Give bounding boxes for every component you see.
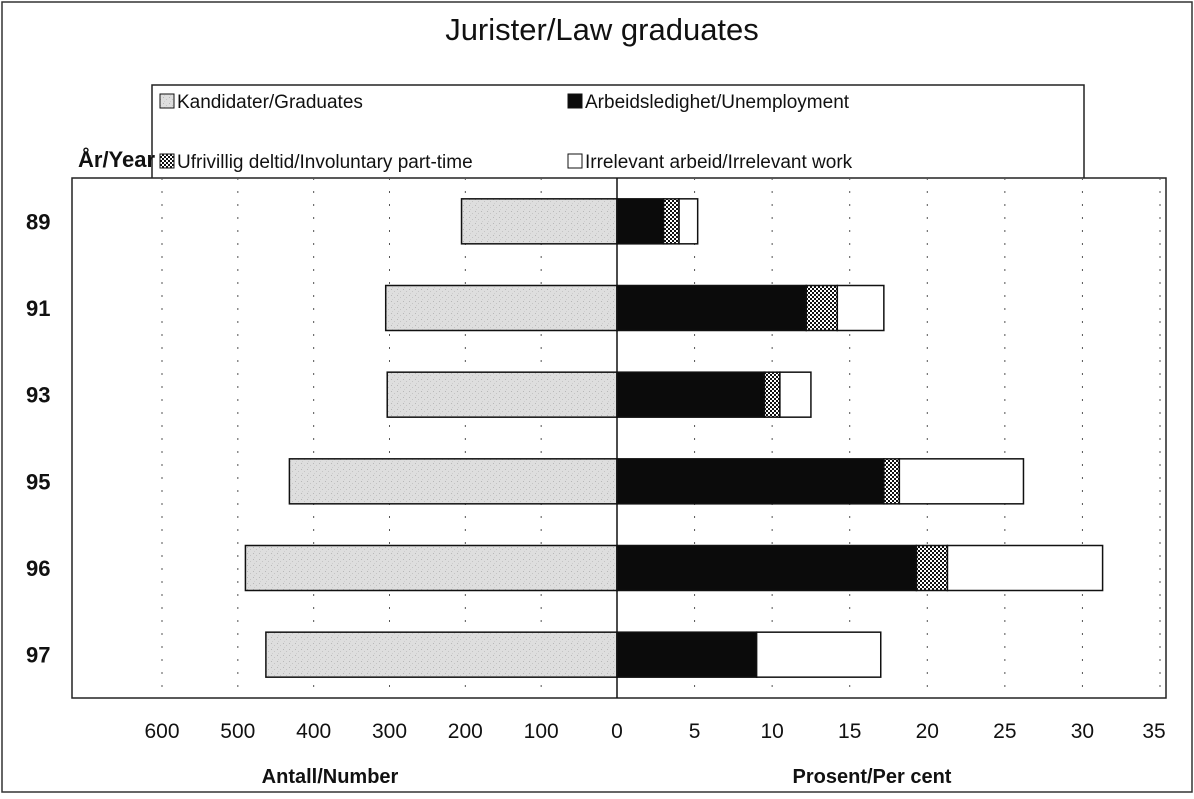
bar-involuntary-part-time <box>883 458 901 505</box>
legend-label-graduates: Kandidater/Graduates <box>177 92 363 113</box>
bar-unemployment <box>616 544 918 592</box>
tick-label: 30 <box>1071 720 1094 743</box>
left-axis-title: Antall/Number <box>262 766 399 788</box>
tick-label: 35 <box>1142 720 1165 743</box>
right-axis-title: Prosent/Per cent <box>793 766 952 788</box>
bar-graduates <box>265 631 618 678</box>
category-label: 96 <box>26 556 50 581</box>
category-label: 97 <box>26 643 50 668</box>
tick-label: 200 <box>448 720 483 743</box>
bar-unemployment <box>616 631 758 678</box>
tick-label: 500 <box>220 720 255 743</box>
bar-irrelevant-work <box>946 544 1104 592</box>
tick-label: 15 <box>838 720 861 743</box>
bar-unemployment <box>616 458 885 505</box>
bar-graduates <box>386 371 618 418</box>
percent-bars <box>616 198 1104 678</box>
legend-swatch-irrelevant <box>567 153 583 169</box>
tick-label: 100 <box>524 720 559 743</box>
plot-area <box>71 177 1167 699</box>
bar-irrelevant-work <box>836 284 885 332</box>
tick-label: 20 <box>916 720 939 743</box>
category-label: 89 <box>26 209 50 234</box>
legend-label-irrelevant: Irrelevant arbeid/Irrelevant work <box>585 152 853 173</box>
graduates-bars <box>244 198 618 678</box>
bar-graduates <box>244 544 618 592</box>
bar-graduates <box>288 458 618 505</box>
tick-label: 0 <box>611 720 623 743</box>
bar-irrelevant-work <box>755 631 882 678</box>
bar-unemployment <box>616 198 665 245</box>
chart-title: Jurister/Law graduates <box>445 12 759 47</box>
tick-label: 600 <box>144 720 179 743</box>
bar-irrelevant-work <box>898 458 1025 505</box>
tick-label: 25 <box>993 720 1016 743</box>
bar-graduates <box>384 284 618 332</box>
legend: Kandidater/Graduates Arbeidsledighet/Une… <box>151 84 1085 181</box>
category-label: 93 <box>26 383 50 408</box>
tick-label: 5 <box>689 720 701 743</box>
tick-label: 400 <box>296 720 331 743</box>
category-axis-label: År/Year <box>78 146 155 172</box>
bar-involuntary-part-time <box>805 284 839 332</box>
legend-swatch-unemployment <box>567 93 583 109</box>
legend-swatch-involuntary <box>159 153 175 169</box>
bar-graduates <box>460 198 618 245</box>
legend-label-unemployment: Arbeidsledighet/Unemployment <box>585 92 850 113</box>
category-labels: 89 91 93 95 96 97 <box>26 209 50 667</box>
bar-irrelevant-work <box>678 198 699 245</box>
tick-label: 10 <box>760 720 783 743</box>
category-label: 91 <box>26 296 50 321</box>
tick-labels: 600 500 400 300 200 100 0 5 10 15 20 25 30 35 <box>144 720 1165 743</box>
bar-unemployment <box>616 284 808 332</box>
bar-irrelevant-work <box>779 371 812 418</box>
bar-involuntary-part-time <box>662 198 680 245</box>
legend-label-involuntary: Ufrivillig deltid/Involuntary part-time <box>177 152 473 173</box>
legend-box <box>151 84 1085 181</box>
tick-label: 300 <box>372 720 407 743</box>
bar-involuntary-part-time <box>763 371 781 418</box>
bar-involuntary-part-time <box>915 544 949 592</box>
bar-unemployment <box>616 371 766 418</box>
category-label: 95 <box>26 469 50 494</box>
legend-swatch-graduates <box>159 93 175 109</box>
gridlines <box>161 178 1161 698</box>
